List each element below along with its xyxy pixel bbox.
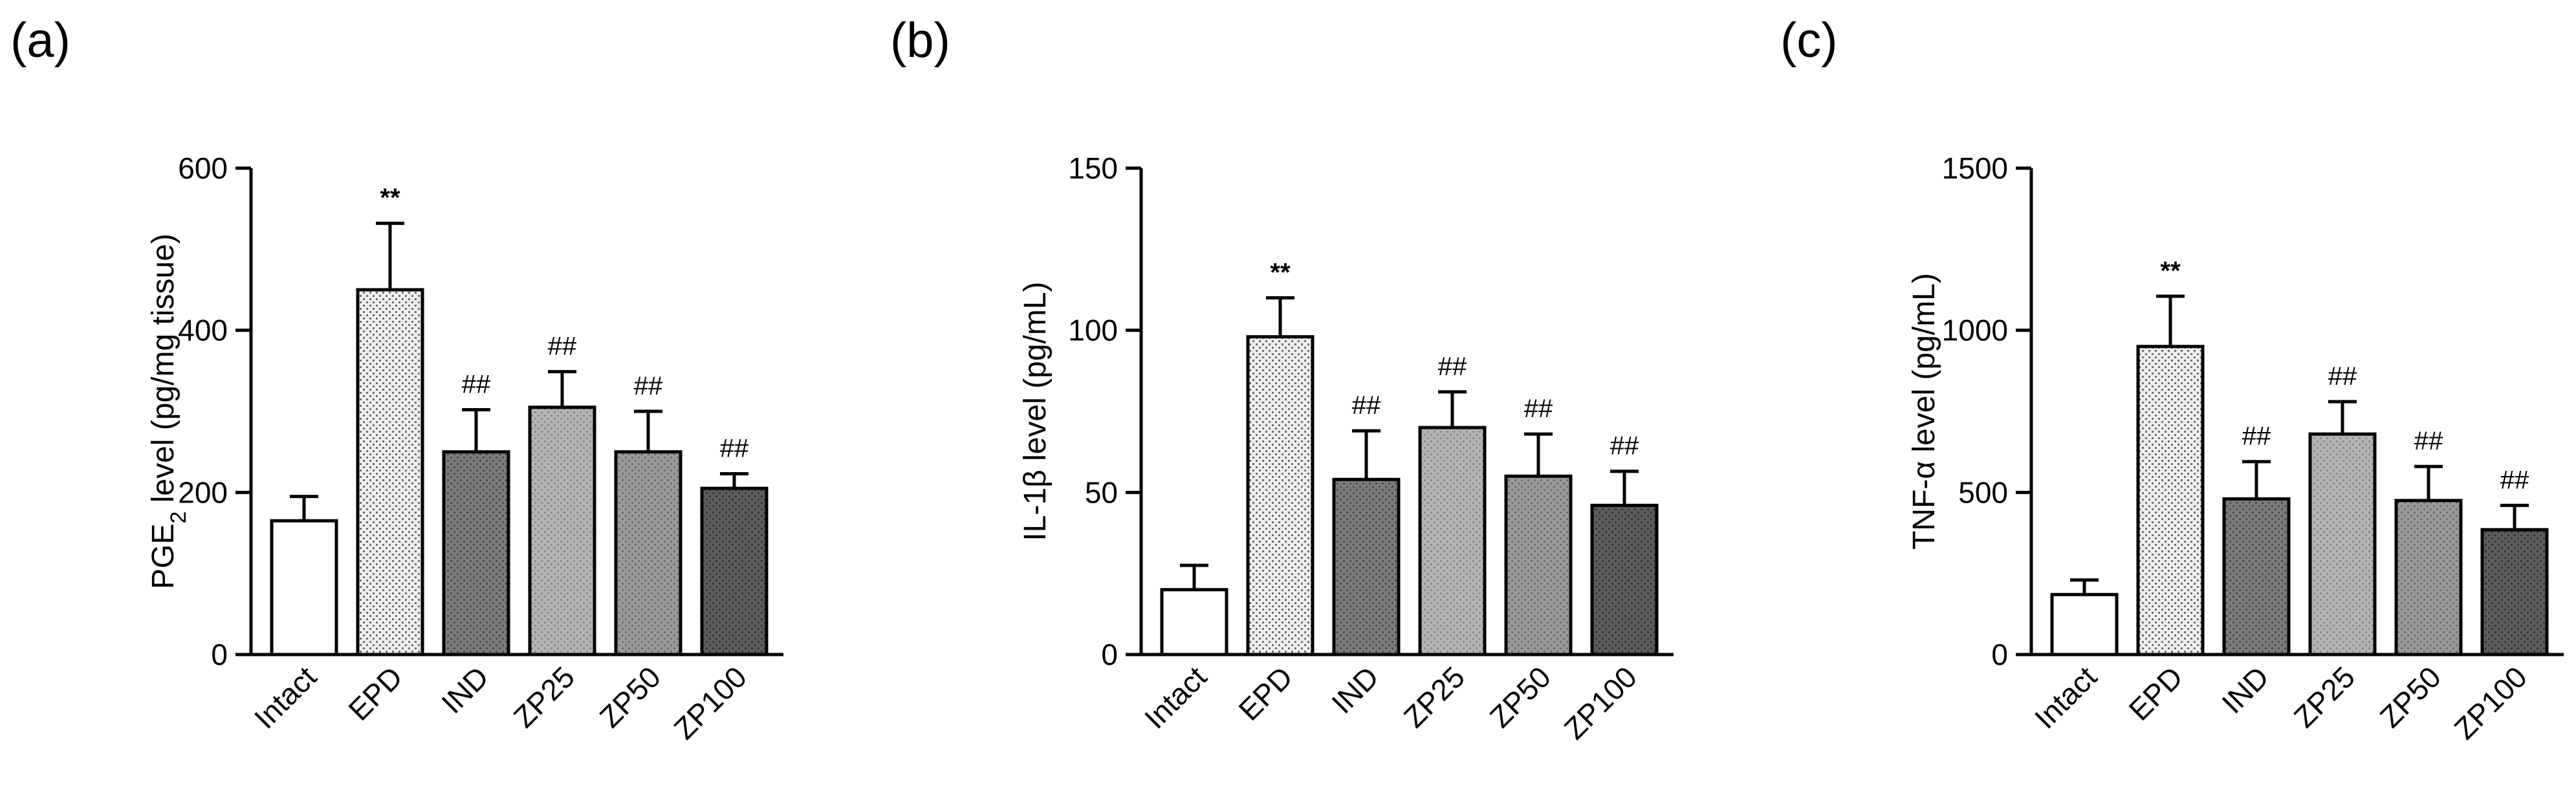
bar-epd	[2136, 345, 2205, 656]
x-tick-label: EPD	[342, 660, 409, 727]
x-tick-label: ZP25	[507, 660, 582, 734]
panel-label: (b)	[890, 13, 950, 68]
bar-ind	[1332, 477, 1401, 656]
y-axis-title: PGE2 level (pg/mg tissue)	[146, 233, 191, 589]
bar-zp25	[528, 406, 596, 656]
significance-label: ##	[634, 372, 663, 400]
x-tick-label: ZP50	[2374, 660, 2448, 734]
x-tick-label: Intact	[1138, 660, 1213, 735]
x-tick-label: ZP100	[2447, 660, 2533, 746]
y-tick-label: 1000	[1942, 314, 2008, 347]
y-tick-label: 0	[211, 638, 228, 671]
x-tick-label: ZP50	[593, 660, 668, 734]
y-tick-label: 600	[178, 151, 228, 185]
bar-intact	[2050, 592, 2119, 656]
x-tick-label: Intact	[2028, 660, 2103, 735]
significance-label: ##	[1610, 432, 1639, 461]
bar-epd	[356, 288, 424, 656]
x-tick-label: IND	[1325, 660, 1385, 720]
x-tick-label: IND	[2215, 660, 2275, 720]
bar-ind	[442, 450, 510, 656]
significance-label: **	[380, 184, 400, 212]
panel-label: (c)	[1780, 13, 1838, 68]
bar-intact	[270, 519, 338, 656]
y-tick-label: 200	[178, 475, 228, 509]
y-tick-label: 1500	[1942, 151, 2008, 185]
bar-zp25	[1418, 426, 1487, 656]
significance-label: ##	[1524, 395, 1553, 423]
significance-label: **	[1270, 259, 1291, 287]
y-tick-label: 0	[1101, 638, 1118, 671]
x-tick-label: EPD	[2122, 660, 2189, 727]
bar-zp100	[1590, 503, 1659, 656]
y-tick-label: 400	[178, 314, 228, 347]
significance-label: ##	[1438, 352, 1467, 381]
x-tick-label: IND	[435, 660, 495, 720]
bar-ind	[2222, 497, 2291, 656]
x-tick-label: ZP50	[1483, 660, 1558, 734]
significance-label: **	[2160, 257, 2181, 285]
significance-label: ##	[2500, 466, 2529, 494]
chart-panel-0: (a) 0 200 400 600 PGE2 level (pg/mg tissue) In…	[10, 13, 783, 746]
y-axis-title: IL-1β level (pg/mL)	[1018, 281, 1053, 541]
y-tick-label: 100	[1068, 314, 1118, 347]
y-tick-label: 500	[1958, 475, 2008, 509]
bar-zp25	[2308, 432, 2377, 656]
bar-zp50	[1504, 474, 1573, 656]
x-tick-label: ZP25	[1397, 660, 1472, 734]
bar-zp100	[700, 486, 769, 656]
bar-zp50	[2394, 499, 2463, 656]
x-tick-label: ZP25	[2287, 660, 2362, 734]
x-tick-label: ZP100	[667, 660, 753, 746]
bar-zp100	[2480, 528, 2549, 656]
significance-label: ##	[1352, 391, 1381, 420]
significance-label: ##	[2328, 362, 2357, 391]
bar-intact	[1160, 588, 1228, 656]
significance-label: ##	[548, 332, 577, 361]
x-tick-label: ZP100	[1557, 660, 1643, 746]
bar-zp50	[614, 450, 682, 656]
x-tick-label: EPD	[1232, 660, 1299, 727]
significance-label: ##	[2414, 427, 2443, 455]
bar-epd	[1246, 335, 1315, 656]
significance-label: ##	[720, 435, 749, 463]
chart-panel-2: (c) 0 500 1000 1500 TNF-α level (pg/mL) Intact…	[1780, 13, 2564, 746]
y-tick-label: 0	[1991, 638, 2008, 671]
y-tick-label: 50	[1085, 475, 1118, 509]
y-axis-title: TNF-α level (pg/mL)	[1907, 273, 1941, 550]
panel-label: (a)	[10, 13, 71, 68]
x-tick-label: Intact	[248, 660, 323, 735]
significance-label: ##	[462, 370, 491, 398]
chart-panel-1: (b) 0 50 100 150 IL-1β level (pg/mL) Intact ** E…	[890, 13, 1674, 746]
y-tick-label: 150	[1068, 151, 1118, 185]
significance-label: ##	[2242, 422, 2271, 451]
